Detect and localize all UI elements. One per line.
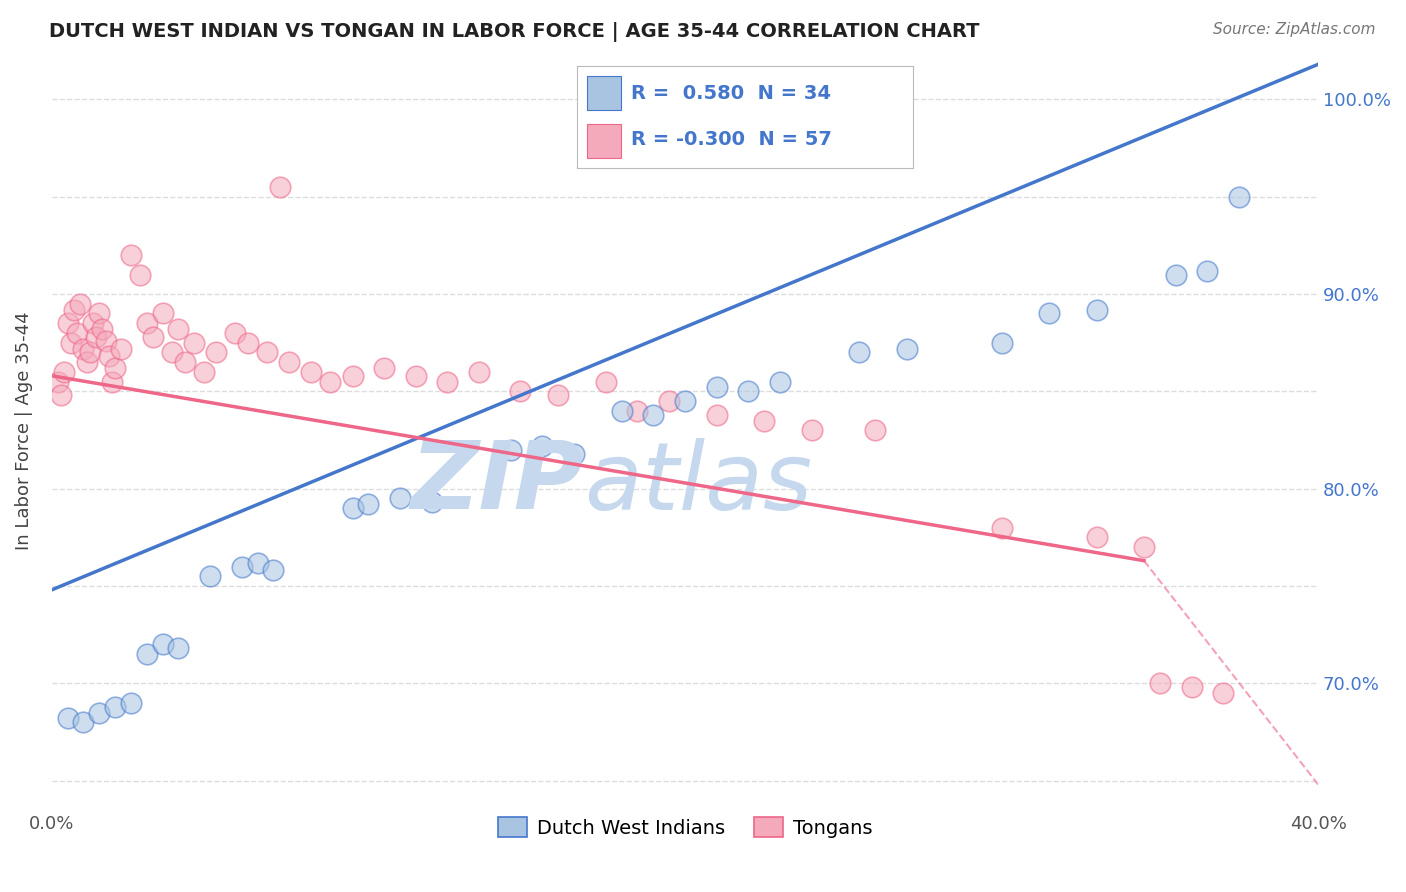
Tongans (278, 355, 301, 369)
Tongans (205, 345, 228, 359)
Tongans (658, 394, 681, 409)
Dutch West Indians (769, 375, 792, 389)
Dutch West Indians (643, 408, 665, 422)
Dutch West Indians (1197, 263, 1219, 277)
Tongans (53, 365, 76, 379)
Dutch West Indians (231, 559, 253, 574)
Tongans (104, 361, 127, 376)
Tongans (173, 355, 195, 369)
Dutch West Indians (388, 491, 411, 506)
Dutch West Indians (152, 637, 174, 651)
Tongans (436, 375, 458, 389)
Tongans (1149, 676, 1171, 690)
Dutch West Indians (72, 715, 94, 730)
Text: atlas: atlas (583, 438, 811, 529)
Tongans (63, 302, 86, 317)
Dutch West Indians (673, 394, 696, 409)
Tongans (299, 365, 322, 379)
Tongans (236, 335, 259, 350)
Tongans (706, 408, 728, 422)
Dutch West Indians (357, 497, 380, 511)
Dutch West Indians (104, 699, 127, 714)
Tongans (468, 365, 491, 379)
Dutch West Indians (531, 439, 554, 453)
Tongans (373, 361, 395, 376)
Text: ZIP: ZIP (411, 437, 583, 529)
Text: DUTCH WEST INDIAN VS TONGAN IN LABOR FORCE | AGE 35-44 CORRELATION CHART: DUTCH WEST INDIAN VS TONGAN IN LABOR FOR… (49, 22, 980, 42)
Tongans (46, 375, 69, 389)
Tongans (1085, 530, 1108, 544)
Tongans (56, 316, 79, 330)
Tongans (51, 388, 73, 402)
Tongans (342, 368, 364, 383)
Tongans (1212, 686, 1234, 700)
Tongans (59, 335, 82, 350)
Tongans (135, 316, 157, 330)
Dutch West Indians (1085, 302, 1108, 317)
Dutch West Indians (896, 342, 918, 356)
Tongans (595, 375, 617, 389)
Dutch West Indians (89, 706, 111, 720)
Tongans (990, 520, 1012, 534)
Tongans (76, 355, 98, 369)
Tongans (319, 375, 342, 389)
Tongans (110, 342, 132, 356)
Tongans (94, 334, 117, 348)
Tongans (79, 345, 101, 359)
Tongans (84, 330, 107, 344)
Dutch West Indians (1227, 189, 1250, 203)
Tongans (97, 349, 120, 363)
Dutch West Indians (1164, 268, 1187, 282)
Dutch West Indians (848, 345, 870, 359)
Tongans (224, 326, 246, 340)
Dutch West Indians (990, 335, 1012, 350)
Tongans (256, 345, 278, 359)
Tongans (863, 423, 886, 437)
Tongans (509, 384, 531, 399)
Dutch West Indians (135, 647, 157, 661)
Tongans (89, 306, 111, 320)
Dutch West Indians (1038, 306, 1060, 320)
Tongans (183, 335, 205, 350)
Tongans (69, 297, 91, 311)
Tongans (547, 388, 569, 402)
Y-axis label: In Labor Force | Age 35-44: In Labor Force | Age 35-44 (15, 311, 32, 549)
Tongans (405, 368, 427, 383)
Tongans (193, 365, 215, 379)
Text: Source: ZipAtlas.com: Source: ZipAtlas.com (1212, 22, 1375, 37)
Tongans (152, 306, 174, 320)
Tongans (1180, 680, 1202, 694)
Dutch West Indians (562, 447, 585, 461)
Dutch West Indians (262, 563, 284, 577)
Tongans (1133, 540, 1156, 554)
Tongans (626, 404, 648, 418)
Dutch West Indians (499, 442, 522, 457)
Legend: Dutch West Indians, Tongans: Dutch West Indians, Tongans (489, 810, 880, 846)
Dutch West Indians (246, 556, 269, 570)
Tongans (101, 375, 124, 389)
Dutch West Indians (737, 384, 759, 399)
Tongans (66, 326, 89, 340)
Tongans (72, 342, 94, 356)
Tongans (800, 423, 823, 437)
Tongans (142, 330, 165, 344)
Dutch West Indians (420, 495, 443, 509)
Tongans (167, 322, 190, 336)
Dutch West Indians (56, 711, 79, 725)
Tongans (160, 345, 183, 359)
Dutch West Indians (167, 641, 190, 656)
Dutch West Indians (610, 404, 633, 418)
Tongans (91, 322, 114, 336)
Dutch West Indians (706, 380, 728, 394)
Tongans (269, 180, 291, 194)
Tongans (120, 248, 142, 262)
Tongans (82, 316, 104, 330)
Dutch West Indians (198, 569, 221, 583)
Tongans (129, 268, 152, 282)
Dutch West Indians (342, 501, 364, 516)
Tongans (752, 413, 775, 427)
Dutch West Indians (120, 696, 142, 710)
